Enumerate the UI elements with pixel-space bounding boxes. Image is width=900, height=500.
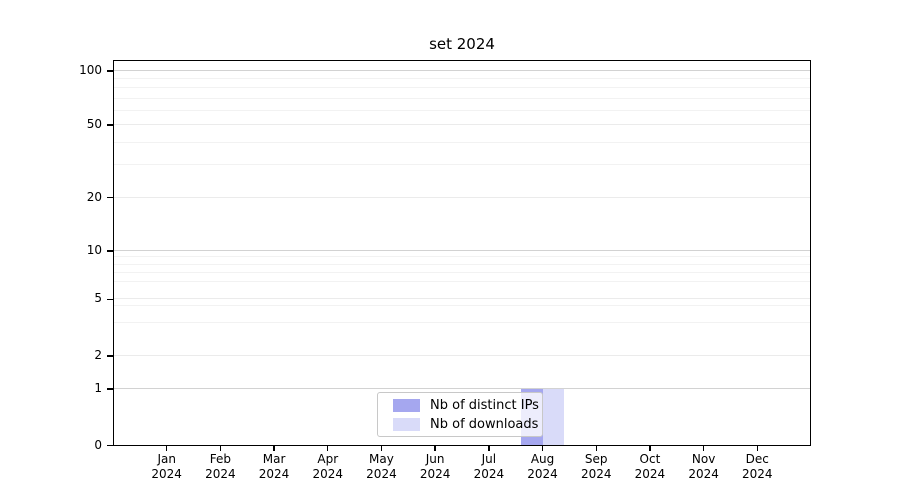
- y-tick-label: 100: [79, 62, 102, 77]
- x-tick-month: Sep: [584, 452, 608, 466]
- x-tick-mark: [219, 445, 222, 451]
- legend-row: Nb of distinct IPs: [393, 398, 542, 413]
- x-tick-year: 2024: [580, 466, 612, 481]
- bar-nb-of-downloads: [542, 389, 565, 446]
- gridline-minor: [113, 280, 811, 282]
- x-tick-year: 2024: [151, 466, 182, 481]
- x-tick-year: 2024: [312, 466, 344, 481]
- y-tick-mark: [107, 444, 113, 447]
- x-tick-label: Oct 2024: [618, 452, 682, 481]
- x-tick-year: 2024: [473, 466, 505, 481]
- x-tick-mark: [327, 445, 329, 451]
- gridline-minor: [113, 97, 811, 99]
- y-tick-mark: [107, 196, 113, 199]
- x-tick-mark: [541, 445, 544, 451]
- x-tick-month: Feb: [209, 452, 231, 466]
- x-tick-month: Dec: [745, 452, 769, 466]
- y-tick-mark: [107, 250, 113, 252]
- x-tick-year: 2024: [366, 466, 397, 481]
- legend-label: Nb of distinct IPs: [430, 397, 539, 413]
- grid-layer: [113, 60, 811, 446]
- x-tick-year: 2024: [419, 466, 451, 481]
- x-tick-label: May 2024: [349, 452, 413, 481]
- x-tick-label: Jun 2024: [403, 452, 467, 481]
- x-tick-month: Mar: [262, 452, 286, 466]
- gridline-minor: [113, 141, 811, 143]
- gridline-labeled: [113, 124, 811, 126]
- y-tick-label: 1: [94, 381, 102, 396]
- x-tick-month: May: [369, 452, 394, 466]
- x-tick-mark: [380, 445, 383, 451]
- x-tick-label: Nov 2024: [672, 452, 736, 481]
- y-tick-label: 50: [86, 117, 102, 132]
- legend-swatch: [393, 417, 420, 431]
- x-tick-mark: [488, 445, 490, 451]
- y-tick-label: 0: [94, 437, 102, 452]
- x-tick-month: Oct: [639, 452, 661, 466]
- plot-area: [113, 60, 811, 446]
- x-tick-month: Jan: [157, 452, 176, 466]
- x-tick-month: Aug: [530, 452, 555, 466]
- gridline-labeled: [113, 355, 811, 357]
- y-tick-mark: [107, 355, 113, 357]
- x-tick-year: 2024: [527, 466, 558, 481]
- x-tick-year: 2024: [688, 466, 719, 481]
- gridline-major: [113, 250, 811, 252]
- x-tick-month: Jun: [425, 452, 445, 466]
- x-tick-label: Aug 2024: [511, 452, 575, 481]
- x-tick-year: 2024: [258, 466, 290, 481]
- y-tick-mark: [107, 124, 113, 126]
- legend-swatch: [393, 398, 420, 412]
- y-tick-label: 2: [94, 348, 102, 363]
- y-tick-mark: [107, 298, 113, 301]
- gridline-minor: [113, 304, 811, 306]
- x-tick-mark: [702, 445, 705, 451]
- x-tick-label: Jul 2024: [457, 452, 521, 481]
- x-tick-year: 2024: [742, 466, 773, 481]
- gridline-labeled: [113, 196, 811, 198]
- x-tick-year: 2024: [634, 466, 666, 481]
- gridline-labeled: [113, 298, 811, 300]
- x-tick-mark: [273, 445, 275, 451]
- x-tick-year: 2024: [205, 466, 236, 481]
- x-tick-label: Mar 2024: [242, 452, 306, 481]
- x-tick-mark: [434, 445, 436, 451]
- x-tick-month: Nov: [691, 452, 716, 466]
- y-tick-mark: [107, 70, 113, 72]
- x-tick-label: Jan 2024: [135, 452, 199, 481]
- chart-title: set 2024: [429, 35, 495, 53]
- legend-row: Nb of downloads: [393, 417, 542, 432]
- bars-layer: [113, 60, 811, 446]
- y-tick-label: 5: [94, 291, 102, 306]
- gridline-minor: [113, 109, 811, 111]
- gridline-minor: [113, 322, 811, 324]
- x-tick-month: Apr: [317, 452, 339, 466]
- x-tick-month: Jul: [481, 452, 497, 466]
- gridline-major: [113, 388, 811, 390]
- gridline-major: [113, 69, 811, 71]
- legend: Nb of distinct IPs Nb of downloads: [377, 392, 543, 437]
- gridline-minor: [113, 78, 811, 80]
- gridline-minor: [113, 87, 811, 89]
- y-tick-mark: [107, 388, 113, 390]
- x-tick-mark: [649, 445, 651, 451]
- gridline-minor: [113, 164, 811, 166]
- gridline-minor: [113, 256, 811, 258]
- x-tick-mark: [165, 445, 168, 451]
- x-tick-label: Dec 2024: [725, 452, 789, 481]
- y-tick-label: 20: [86, 189, 102, 204]
- x-tick-label: Sep 2024: [564, 452, 628, 481]
- x-tick-mark: [595, 445, 597, 451]
- gridline-minor: [113, 263, 811, 265]
- x-tick-label: Apr 2024: [296, 452, 360, 481]
- legend-label: Nb of downloads: [430, 416, 539, 432]
- x-tick-mark: [756, 445, 758, 451]
- x-tick-label: Feb 2024: [188, 452, 252, 481]
- y-tick-label: 10: [86, 243, 102, 258]
- gridline-minor: [113, 271, 811, 273]
